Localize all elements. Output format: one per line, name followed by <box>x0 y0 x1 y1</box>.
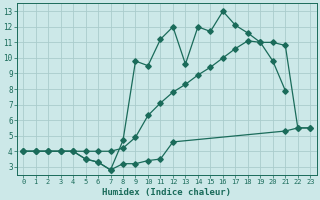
X-axis label: Humidex (Indice chaleur): Humidex (Indice chaleur) <box>102 188 231 197</box>
